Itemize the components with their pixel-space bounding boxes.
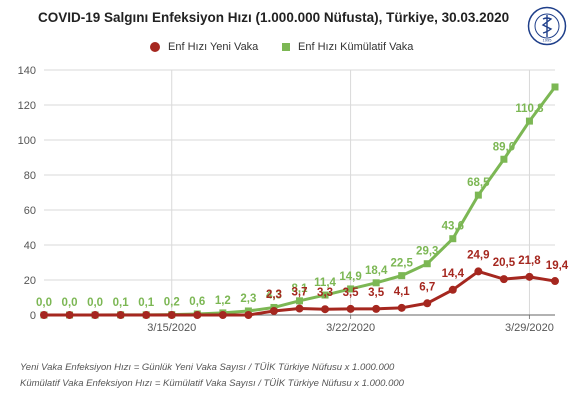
new-cases-data-label: 2,3 [266,289,282,301]
new-cases-point [474,267,483,276]
legend-square-marker [282,43,290,51]
x-tick-label: 3/22/2020 [326,322,375,334]
cumulative-data-label: 0,0 [62,297,78,309]
new-cases-point [295,304,304,313]
cumulative-data-label: 22,5 [391,258,414,270]
cumulative-data-label: 0,6 [189,296,205,308]
new-cases-point [40,311,48,319]
cumulative-data-label: 89,0 [493,141,515,153]
new-cases-point [269,306,278,315]
cumulative-data-label: 0,0 [87,297,103,309]
y-tick-label: 40 [24,240,36,252]
cumulative-data-label: 110,8 [515,103,544,115]
new-cases-data-label: 24,9 [467,249,489,261]
cumulative-point [296,297,303,305]
new-cases-point [193,311,202,319]
cumulative-data-label: 11,4 [314,277,336,289]
data-labels: 0,0 0,0 0,0 0,1 0,1 0,2 0,6 1,2 2,3 4,38,1 11,414,… [36,103,569,309]
new-cases-point [346,304,355,313]
grid-lines [44,69,555,315]
new-cases-data-label: 4,1 [394,286,411,298]
new-cases-data-label: 14,4 [442,268,465,280]
cumulative-point [347,285,355,293]
series [40,83,559,319]
cumulative-data-label: 0,0 [36,297,52,309]
cumulative-data-label: 0,2 [164,297,180,309]
cumulative-data-label: 0,1 [138,297,155,309]
new-cases-data-label: 19,4 [546,260,569,272]
y-tick-label: 20 [24,275,36,287]
cumulative-data-label: 8,1 [292,283,309,295]
new-cases-data-label: 3,5 [368,287,385,299]
cumulative-point [551,83,559,91]
chart-title: COVID-19 Salgını Enfeksiyon Hızı (1.000.… [38,10,510,25]
new-cases-point [65,311,74,319]
cumulative-data-label: 14,9 [339,271,361,283]
legend-label-cumulative-cases: Enf Hızı Kümülatif Vaka [298,41,414,53]
new-cases-point [525,272,534,281]
cumulative-point [321,291,329,299]
cumulative-line [44,86,557,317]
y-tick-label: 0 [30,310,36,322]
cumulative-point [423,260,431,268]
new-cases-data-label: 3,3 [317,287,333,299]
cumulative-point [398,272,406,280]
y-tick-label: 100 [18,135,36,147]
cumulative-point [449,235,457,243]
x-tick-label: 3/29/2020 [505,322,554,334]
new-cases-point [142,311,151,319]
cumulative-point [474,191,482,199]
new-cases-data-label: 20,5 [493,257,516,269]
new-cases-point [91,311,100,319]
legend-item-cumulative-cases: Enf Hızı Kümülatif Vaka [282,41,413,53]
new-cases-point [218,311,227,319]
legend-item-new-cases: Enf Hızı Yeni Vaka [150,41,258,53]
new-cases-point [244,311,253,319]
cumulative-point [525,117,533,125]
new-cases-data-label: 3,5 [343,287,360,299]
cumulative-point [244,307,252,315]
y-tick-label: 60 [24,205,36,217]
legend-circle-marker [150,42,160,52]
y-tick-label: 80 [24,170,36,182]
new-cases-point [551,277,559,286]
cumulative-data-label: 43,6 [442,221,464,233]
cumulative-data-label: 4,3 [266,289,282,301]
new-cases-point [397,303,406,312]
association-logo: 1995 [527,6,567,46]
new-cases-point [372,304,381,313]
logo-year: 1995 [543,38,553,43]
cumulative-point [372,279,380,287]
cumulative-data-label: 1,2 [215,295,231,307]
new-cases-point [167,311,176,319]
legend-label-new-cases: Enf Hızı Yeni Vaka [168,41,259,53]
footnote-cumulative-cases: Kümülatif Vaka Enfeksiyon Hızı = Kümülat… [20,378,404,389]
x-tick-label: 3/15/2020 [147,322,196,334]
cumulative-point [500,155,508,163]
cumulative-data-label: 68,5 [467,177,490,189]
cumulative-data-label: 18,4 [365,265,388,277]
new-cases-point [423,299,432,308]
footnote-new-cases: Yeni Vaka Enfeksiyon Hızı = Günlük Yeni … [20,362,395,373]
new-cases-point [116,311,125,319]
new-cases-point [499,275,508,284]
new-cases-data-label: 3,7 [292,287,308,299]
cumulative-data-label: 2,3 [240,293,256,305]
new-cases-point [321,305,330,314]
y-tick-label: 140 [18,65,36,77]
cumulative-data-label: 0,1 [113,297,130,309]
new-cases-data-label: 6,7 [419,281,435,293]
new-cases-data-label: 21,8 [518,255,541,267]
cumulative-data-label: 29,3 [416,246,438,258]
new-cases-point [448,285,457,294]
y-tick-label: 120 [18,100,36,112]
